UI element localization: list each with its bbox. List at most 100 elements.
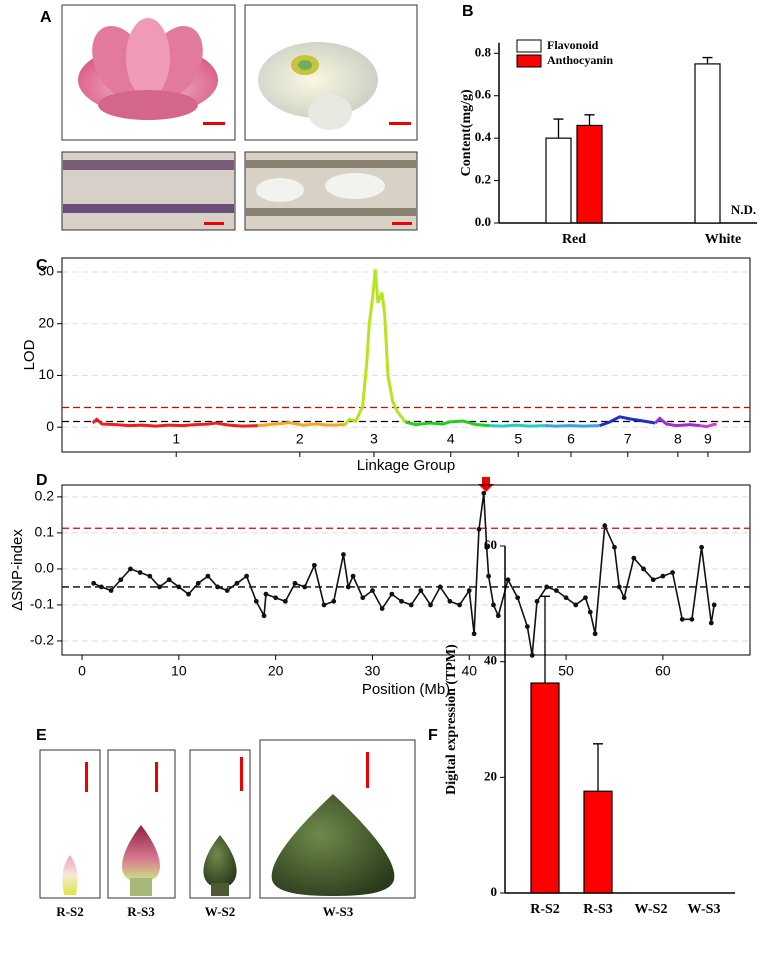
x-tick-label: 4: [447, 431, 455, 447]
data-point: [495, 613, 501, 619]
data-point: [529, 652, 535, 658]
photo-bud: [39, 749, 101, 899]
data-line: [91, 417, 258, 428]
data-point: [341, 552, 346, 557]
x-tick-label: 8: [674, 431, 682, 447]
y-axis-label: Content(mg/g): [459, 89, 474, 176]
data-point: [476, 526, 482, 532]
y-axis-label: Digital expression (TPM): [444, 644, 459, 795]
data-point: [616, 584, 622, 590]
data-point: [331, 598, 337, 604]
data-point: [253, 598, 259, 604]
x-tick-label: 20: [268, 663, 284, 679]
y-tick-label: 60: [484, 537, 497, 552]
data-point: [234, 580, 240, 586]
data-line: [699, 422, 717, 429]
photo-label: W-S2: [205, 904, 236, 919]
y-tick-label: -0.2: [30, 632, 54, 648]
data-point: [708, 620, 714, 626]
data-point: [711, 602, 717, 608]
x-tick-label: W-S3: [688, 902, 721, 917]
bar: [545, 137, 572, 224]
data-point: [524, 624, 530, 629]
plot-frame: [61, 484, 751, 656]
x-tick-label: 40: [461, 663, 477, 679]
y-tick-label: 10: [38, 366, 54, 382]
data-point: [360, 595, 366, 601]
x-tick-label: 0: [78, 663, 86, 679]
data-point: [428, 602, 433, 608]
x-tick-label: 30: [365, 663, 381, 679]
photo-label: W-S3: [323, 904, 354, 919]
bar: [576, 124, 603, 224]
panel-label: B: [462, 3, 474, 20]
x-tick-label: White: [705, 232, 742, 247]
y-tick-label: 0.2: [475, 172, 491, 187]
data-point: [553, 588, 559, 593]
data-point: [350, 573, 356, 579]
data-line: [257, 420, 346, 428]
data-point: [311, 562, 317, 568]
data-point: [679, 616, 685, 622]
data-point: [592, 631, 598, 637]
y-tick-label: 0: [491, 884, 498, 899]
x-tick-label: 5: [514, 431, 522, 447]
data-point: [176, 584, 182, 590]
data-point: [447, 598, 453, 604]
data-point: [563, 595, 569, 601]
data-point: [215, 584, 220, 590]
x-tick-label: 6: [567, 431, 575, 447]
data-line: [544, 424, 600, 428]
data-point: [321, 602, 327, 608]
bar: [530, 682, 560, 894]
y-tick-label: 0.1: [35, 524, 55, 540]
x-tick-label: 50: [558, 663, 574, 679]
x-tick-label: R-S2: [530, 902, 560, 917]
data-point: [486, 573, 492, 579]
data-point: [302, 584, 308, 590]
error-bar: [593, 743, 603, 792]
y-tick-label: 0: [46, 418, 54, 434]
y-axis-label: LOD: [21, 339, 38, 370]
error-bar: [553, 118, 564, 139]
data-point: [273, 595, 279, 601]
data-point: [621, 595, 627, 601]
data-point: [108, 588, 114, 593]
data-point: [99, 584, 104, 590]
x-tick-label: W-S2: [635, 902, 668, 917]
data-point: [157, 584, 162, 590]
x-tick-label: 9: [704, 431, 712, 447]
data-point: [466, 588, 472, 593]
data-line: [489, 423, 545, 428]
annotation: N.D.: [731, 202, 756, 217]
data-point: [224, 588, 230, 593]
data-point: [650, 577, 656, 583]
data-point: [408, 602, 414, 608]
data-point: [534, 598, 540, 604]
data-point: [583, 595, 588, 601]
x-tick-label: 3: [370, 431, 378, 447]
panel-label: C: [36, 257, 48, 274]
data-line: [404, 419, 490, 428]
data-point: [282, 598, 288, 604]
data-point: [602, 523, 608, 529]
y-axis-label: ΔSNP-index: [9, 529, 26, 611]
data-point: [118, 577, 124, 583]
data-point: [573, 602, 579, 608]
data-point: [263, 591, 269, 597]
photo-red-flower: [61, 4, 236, 141]
y-tick-label: 40: [484, 653, 497, 668]
data-point: [587, 609, 593, 615]
data-point: [641, 566, 646, 572]
panel-label: E: [36, 727, 47, 744]
x-tick-label: 2: [296, 431, 304, 447]
data-point: [399, 598, 404, 604]
data-point: [261, 613, 267, 619]
data-point: [292, 580, 298, 586]
panel-label: D: [36, 472, 48, 489]
panel-label: F: [428, 727, 438, 744]
data-line: [344, 269, 407, 426]
data-point: [491, 602, 496, 608]
data-point: [370, 588, 375, 593]
legend-swatch: [516, 39, 542, 53]
